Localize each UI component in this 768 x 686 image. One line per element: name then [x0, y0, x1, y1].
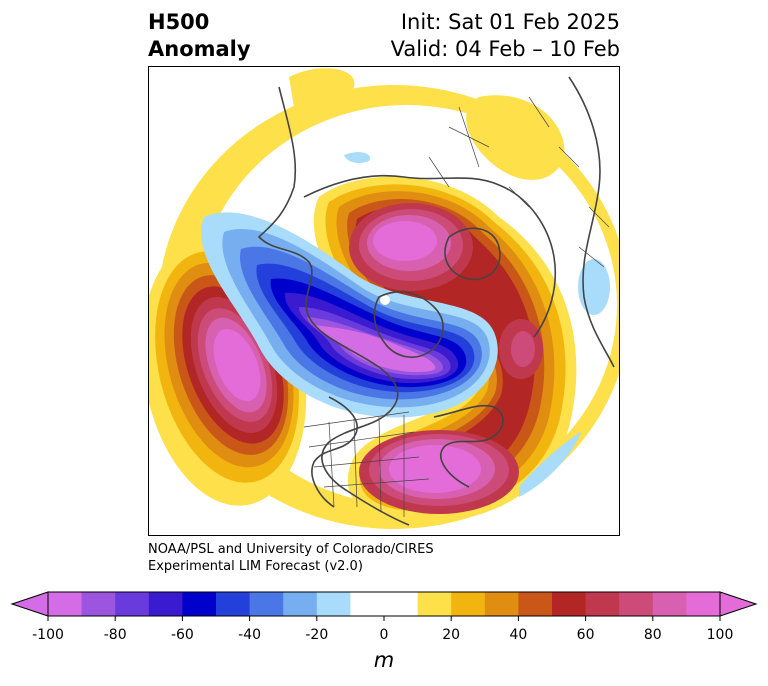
- colorbar-segments: [48, 592, 721, 616]
- atlantic-blue-patch: [519, 432, 581, 497]
- political-borders: [303, 96, 610, 517]
- title-variable: H500: [148, 10, 210, 34]
- map-title: H500 Anomaly: [148, 9, 251, 63]
- colorbar-tick-label: 20: [442, 627, 461, 643]
- colorbar-tick-label: 0: [379, 627, 389, 643]
- colorbar-segment: [451, 592, 486, 616]
- init-date: Init: Sat 01 Feb 2025: [400, 10, 620, 34]
- credit-text: NOAA/PSL and University of Colorado/CIRE…: [148, 541, 434, 575]
- atlantic-ridge-center: [511, 331, 535, 367]
- credit-line-2: Experimental LIM Forecast (v2.0): [148, 559, 363, 574]
- colorbar-tick-label: -20: [305, 627, 329, 643]
- colorbar-ticks: [47, 616, 721, 621]
- colorbar-segment: [216, 592, 251, 616]
- north-pole-marker: [380, 295, 390, 305]
- colorbar-tick-label: -100: [32, 627, 64, 643]
- colorbar-tick-label: 40: [509, 627, 528, 643]
- forecast-dates: Init: Sat 01 Feb 2025 Valid: 04 Feb – 10…: [391, 9, 620, 63]
- colorbar-segment: [686, 592, 721, 616]
- polar-map: [148, 66, 620, 536]
- colorbar-segment: [384, 592, 419, 616]
- title-field: Anomaly: [148, 37, 251, 61]
- colorbar-segment: [350, 592, 385, 616]
- valid-range: Valid: 04 Feb – 10 Feb: [390, 37, 620, 61]
- eastern-us-ridge-core: [359, 430, 519, 514]
- colorbar-segment: [417, 592, 452, 616]
- colorbar-segment: [182, 592, 217, 616]
- colorbar-segment: [552, 592, 587, 616]
- colorbar-segment: [249, 592, 284, 616]
- canada-trough: [201, 212, 498, 418]
- colorbar-max-arrow: [719, 591, 758, 617]
- colorbar-segment: [115, 592, 150, 616]
- colorbar-tick-label: 80: [643, 627, 662, 643]
- upper-blue-patch: [344, 152, 370, 163]
- colorbar-tick-label: 60: [576, 627, 595, 643]
- colorbar-segment: [48, 592, 83, 616]
- upper-left-ridge: [289, 68, 355, 111]
- colorbar-tick-label: 100: [706, 627, 734, 643]
- eastern-blue-patch: [578, 259, 610, 315]
- colorbar-tick-label: -40: [238, 627, 262, 643]
- colorbar-min-arrow: [10, 591, 49, 617]
- colorbar-segment: [316, 592, 351, 616]
- arctic-ridge-core: [349, 203, 473, 291]
- colorbar: [10, 591, 758, 621]
- colorbar-segment: [81, 592, 116, 616]
- colorbar-unit: m: [373, 648, 395, 672]
- credit-line-1: NOAA/PSL and University of Colorado/CIRE…: [148, 542, 434, 557]
- europe-ridge: [466, 95, 565, 180]
- colorbar-tick-label: -80: [103, 627, 127, 643]
- colorbar-segment: [619, 592, 654, 616]
- colorbar-segment: [652, 592, 687, 616]
- colorbar-segment: [283, 592, 318, 616]
- coastlines: [257, 76, 615, 526]
- colorbar-segment: [585, 592, 620, 616]
- colorbar-segment: [518, 592, 553, 616]
- colorbar-segment: [484, 592, 519, 616]
- colorbar-segment: [148, 592, 183, 616]
- colorbar-tick-label: -60: [170, 627, 194, 643]
